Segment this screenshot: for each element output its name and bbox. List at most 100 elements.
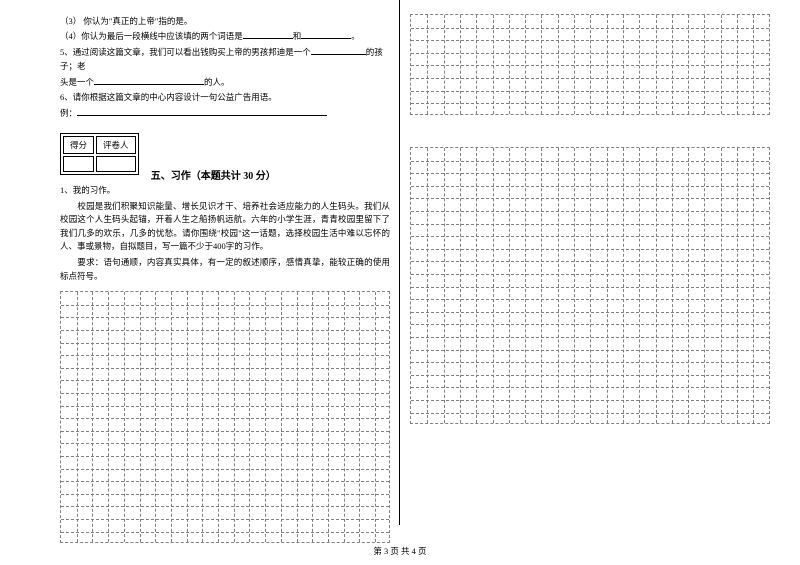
q5-text-d: 的人。 [204, 77, 230, 87]
grid-vline [77, 292, 78, 542]
grid-vline [607, 148, 608, 423]
grid-vline [265, 292, 266, 542]
grid-vline [344, 292, 345, 542]
grid-hline [61, 469, 389, 470]
grid-hline [61, 443, 389, 444]
left-column: （3） 你认为"真正的上帝"指的是。 （4）你认为最后一段横线中应该填的两个词语… [60, 14, 390, 543]
grid-hline [61, 456, 389, 457]
essay-paragraph-2: 要求：语句通顺，内容真实具体，有一定的叙述顺序，感情真挚，能较正确的使用标点符号… [60, 256, 390, 283]
grid-vline [525, 15, 526, 114]
grid-vline [753, 148, 754, 423]
grid-vline [460, 148, 461, 423]
q5-text-a: 5、通过阅读这篇文章，我们可以看出钱购买上帝的男孩邦迪是一个 [60, 47, 311, 57]
grid-vline [427, 148, 428, 423]
grid-vline [753, 15, 754, 114]
q5-blank-1 [311, 45, 366, 55]
q4-text-b: 和 [293, 31, 302, 41]
q5-blank-2 [94, 75, 204, 85]
grid-hline [61, 481, 389, 482]
grid-vline [656, 15, 657, 114]
grid-vline [704, 148, 705, 423]
q6-text: 6、请你根据这篇文章的中心内容设计一句公益广告用语。 [60, 92, 277, 102]
grid-hline [61, 406, 389, 407]
grid-vline [171, 292, 172, 542]
grid-hline [61, 418, 389, 419]
grid-vline [688, 148, 689, 423]
grid-hline [61, 368, 389, 369]
grid-vline [509, 148, 510, 423]
question-5-line1: 5、通过阅读这篇文章，我们可以看出钱购买上帝的男孩邦迪是一个的孩子；老 [60, 45, 390, 74]
grid-hline [61, 431, 389, 432]
grid-vline [328, 292, 329, 542]
grid-vline [541, 148, 542, 423]
grid-vline [375, 292, 376, 542]
grid-hline [61, 519, 389, 520]
grid-vline [558, 15, 559, 114]
grid-vline [525, 148, 526, 423]
section-5-title: 五、习作（本题共计 30 分） [151, 167, 276, 182]
page-number: 第 3 页 共 4 页 [0, 545, 800, 557]
question-6-example: 例： [60, 106, 390, 120]
grid-vline [92, 292, 93, 542]
grid-vline [590, 148, 591, 423]
grader-cell [96, 156, 136, 172]
grid-vline [493, 15, 494, 114]
q4-blank-1 [243, 29, 293, 39]
q6-ex-blank [77, 106, 327, 116]
grid-vline [704, 15, 705, 114]
grid-vline [359, 292, 360, 542]
score-label: 得分 [63, 136, 94, 154]
grid-hline [61, 330, 389, 331]
q4-blank-2 [301, 29, 351, 39]
grid-hline [61, 317, 389, 318]
grid-vline [672, 148, 673, 423]
grid-hline [61, 393, 389, 394]
grid-vline [574, 148, 575, 423]
grid-vline [155, 292, 156, 542]
grid-hline [61, 494, 389, 495]
center-divider [399, 0, 400, 525]
grid-hline [61, 380, 389, 381]
grid-vline [124, 292, 125, 542]
page: （3） 你认为"真正的上帝"指的是。 （4）你认为最后一段横线中应该填的两个词语… [0, 0, 800, 565]
essay-title: 1、我的习作。 [60, 184, 390, 198]
grid-vline [558, 148, 559, 423]
score-cell [63, 156, 94, 172]
writing-grid-bottom-right [410, 147, 770, 424]
grid-vline [297, 292, 298, 542]
grid-vline [656, 148, 657, 423]
grid-vline [672, 15, 673, 114]
question-5-line2: 头是一个的人。 [60, 75, 390, 89]
writing-grid-top-right [410, 14, 770, 115]
grid-vline [427, 15, 428, 114]
grid-vline [281, 292, 282, 542]
grid-vline [476, 148, 477, 423]
question-4: （4）你认为最后一段横线中应该填的两个词语是 和 。 [60, 29, 390, 43]
grid-vline [444, 15, 445, 114]
score-table: 得分 评卷人 [60, 133, 139, 175]
grid-vline [493, 148, 494, 423]
grid-hline [61, 506, 389, 507]
grid-vline [721, 15, 722, 114]
grid-hline [61, 343, 389, 344]
q4-text-c: 。 [351, 31, 360, 41]
q3-text: （3） 你认为"真正的上帝"指的是 [60, 16, 184, 26]
grid-vline [249, 292, 250, 542]
q4-text-a: （4）你认为最后一段横线中应该填的两个词语是 [60, 31, 243, 41]
grid-vline [639, 148, 640, 423]
writing-grid-left [60, 291, 390, 543]
grid-vline [187, 292, 188, 542]
grid-vline [623, 148, 624, 423]
grid-vline [444, 148, 445, 423]
grid-vline [590, 15, 591, 114]
grid-vline [607, 15, 608, 114]
right-column [410, 14, 785, 424]
grid-hline [61, 532, 389, 533]
question-6: 6、请你根据这篇文章的中心内容设计一句公益广告用语。 [60, 90, 390, 104]
grid-vline [574, 15, 575, 114]
q6-ex-label: 例： [60, 108, 77, 118]
grid-vline [623, 15, 624, 114]
grid-vline [202, 292, 203, 542]
grid-vline [108, 292, 109, 542]
grid-hline [61, 355, 389, 356]
